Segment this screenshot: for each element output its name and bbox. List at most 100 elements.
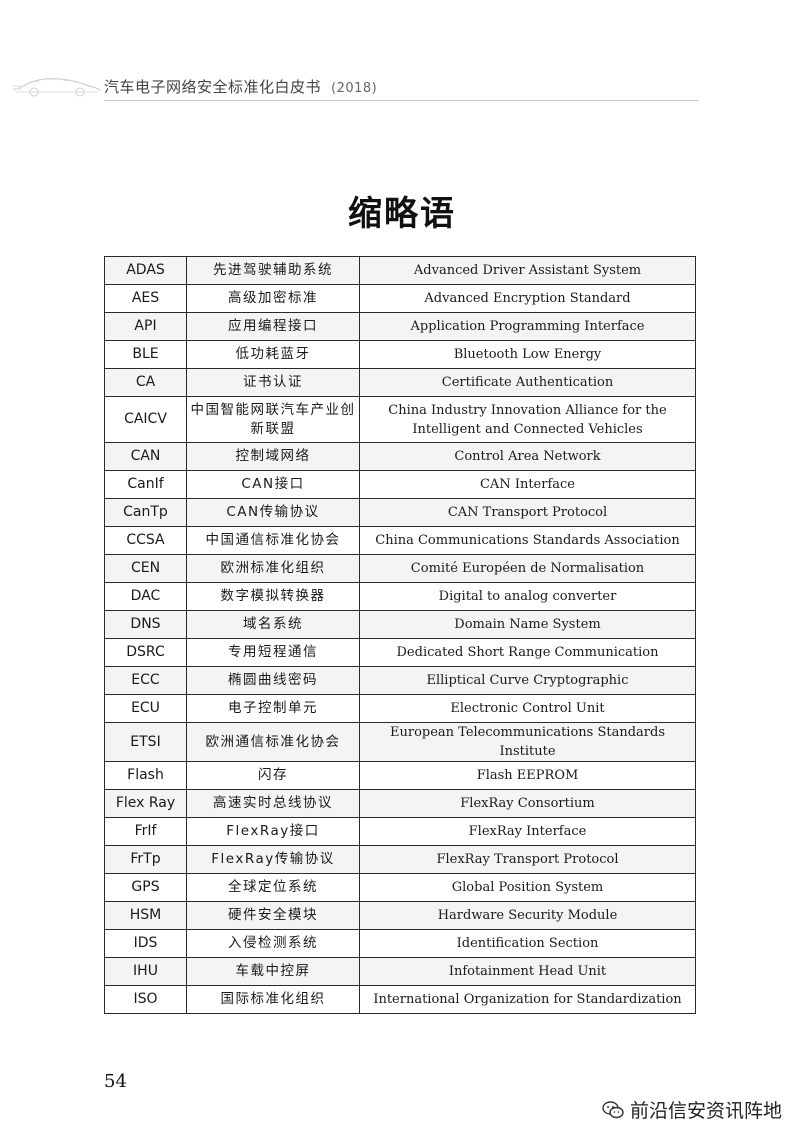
abbreviation-cell: ECC <box>104 666 187 695</box>
abbreviation-cell: CEN <box>104 554 187 583</box>
english-term-cell: Global Position System <box>359 873 696 902</box>
wechat-icon <box>602 1100 624 1118</box>
chinese-term-cell: CAN传输协议 <box>186 498 360 527</box>
english-term-cell: International Organization for Standardi… <box>359 985 696 1014</box>
english-term-cell: Hardware Security Module <box>359 901 696 930</box>
table-row: CanTp CAN传输协议 CAN Transport Protocol <box>104 498 696 527</box>
abbreviation-cell: API <box>104 312 187 341</box>
abbreviation-cell: GPS <box>104 873 187 902</box>
english-term-cell: Elliptical Curve Cryptographic <box>359 666 696 695</box>
table-row: GPS 全球定位系统 Global Position System <box>104 873 696 902</box>
chinese-term-cell: 控制域网络 <box>186 442 360 471</box>
english-term-cell: Advanced Encryption Standard <box>359 284 696 313</box>
table-row: ETSI 欧洲通信标准化协会 European Telecommunications… <box>104 722 696 762</box>
abbreviation-cell: ISO <box>104 985 187 1014</box>
watermark: 前沿信安资讯阵地 <box>602 1096 782 1123</box>
english-term-cell: Certificate Authentication <box>359 368 696 397</box>
abbreviation-cell: FrTp <box>104 845 187 874</box>
chinese-term-cell: 应用编程接口 <box>186 312 360 341</box>
english-term-cell: Domain Name System <box>359 610 696 639</box>
abbreviation-cell: Flash <box>104 761 187 790</box>
table-row: DAC 数字模拟转换器 Digital to analog converter <box>104 582 696 611</box>
abbreviation-cell: CanIf <box>104 470 187 499</box>
abbreviation-cell: FrIf <box>104 817 187 846</box>
table-row: CAICV 中国智能网联汽车产业创新联盟 China Industry Innova… <box>104 396 696 443</box>
chinese-term-cell: 椭圆曲线密码 <box>186 666 360 695</box>
header-title: 汽车电子网络安全标准化白皮书 (2018) <box>104 76 377 97</box>
abbreviation-cell: DAC <box>104 582 187 611</box>
english-term-cell: Dedicated Short Range Communication <box>359 638 696 667</box>
chinese-term-cell: FlexRay接口 <box>186 817 360 846</box>
header-year: (2018) <box>331 81 378 96</box>
table-row: Flex Ray 高速实时总线协议 FlexRay Consortium <box>104 789 696 818</box>
chinese-term-cell: 高速实时总线协议 <box>186 789 360 818</box>
english-term-cell: Bluetooth Low Energy <box>359 340 696 369</box>
header-rule <box>104 100 698 101</box>
abbreviation-cell: Flex Ray <box>104 789 187 818</box>
table-row: ADAS 先进驾驶辅助系统 Advanced Driver Assistant Sy… <box>104 256 696 285</box>
table-row: DNS 域名系统 Domain Name System <box>104 610 696 639</box>
table-row: ECC 椭圆曲线密码 Elliptical Curve Cryptographic <box>104 666 696 695</box>
table-row: ISO 国际标准化组织 International Organization for… <box>104 985 696 1014</box>
chinese-term-cell: 域名系统 <box>186 610 360 639</box>
english-term-cell: Digital to analog converter <box>359 582 696 611</box>
abbreviation-cell: IDS <box>104 929 187 958</box>
chinese-term-cell: FlexRay传输协议 <box>186 845 360 874</box>
watermark-text: 前沿信安资讯阵地 <box>629 1100 782 1122</box>
english-term-cell: CAN Transport Protocol <box>359 498 696 527</box>
abbreviations-table: ADAS 先进驾驶辅助系统 Advanced Driver Assistant Sy… <box>104 256 696 1014</box>
car-logo-icon <box>12 78 101 97</box>
chinese-term-cell: 先进驾驶辅助系统 <box>186 256 360 285</box>
abbreviation-cell: DNS <box>104 610 187 639</box>
english-term-cell: Identification Section <box>359 929 696 958</box>
abbreviation-cell: CCSA <box>104 526 187 555</box>
table-row: AES 高级加密标准 Advanced Encryption Standard <box>104 284 696 313</box>
chinese-term-cell: CAN接口 <box>186 470 360 499</box>
table-row: CAN 控制域网络 Control Area Network <box>104 442 696 471</box>
table-row: CA 证书认证 Certificate Authentication <box>104 368 696 397</box>
abbreviation-cell: ETSI <box>104 722 187 762</box>
abbreviation-cell: IHU <box>104 957 187 986</box>
chinese-term-cell: 车载中控屏 <box>186 957 360 986</box>
english-term-cell: China Industry Innovation Alliance for t… <box>359 396 696 443</box>
chinese-term-cell: 电子控制单元 <box>186 694 360 723</box>
abbreviations-table-body: ADAS 先进驾驶辅助系统 Advanced Driver Assistant Sy… <box>104 256 696 1014</box>
abbreviation-cell: CAICV <box>104 396 187 443</box>
table-row: DSRC 专用短程通信 Dedicated Short Range Communic… <box>104 638 696 667</box>
page-number: 54 <box>104 1071 127 1092</box>
chinese-term-cell: 专用短程通信 <box>186 638 360 667</box>
abbreviation-cell: HSM <box>104 901 187 930</box>
abbreviation-cell: CA <box>104 368 187 397</box>
table-row: CanIf CAN接口 CAN Interface <box>104 470 696 499</box>
table-row: ECU 电子控制单元 Electronic Control Unit <box>104 694 696 723</box>
english-term-cell: FlexRay Interface <box>359 817 696 846</box>
table-row: IHU 车载中控屏 Infotainment Head Unit <box>104 957 696 986</box>
chinese-term-cell: 欧洲标准化组织 <box>186 554 360 583</box>
header-title-text: 汽车电子网络安全标准化白皮书 <box>104 78 322 96</box>
abbreviation-cell: DSRC <box>104 638 187 667</box>
abbreviation-cell: ECU <box>104 694 187 723</box>
english-term-cell: FlexRay Consortium <box>359 789 696 818</box>
table-row: CEN 欧洲标准化组织 Comité Européen de Normalisati… <box>104 554 696 583</box>
table-row: FrTp FlexRay传输协议 FlexRay Transport Protoco… <box>104 845 696 874</box>
abbreviation-cell: CAN <box>104 442 187 471</box>
english-term-cell: Control Area Network <box>359 442 696 471</box>
english-term-cell: Comité Européen de Normalisation <box>359 554 696 583</box>
english-term-cell: FlexRay Transport Protocol <box>359 845 696 874</box>
chinese-term-cell: 全球定位系统 <box>186 873 360 902</box>
abbreviation-cell: AES <box>104 284 187 313</box>
chinese-term-cell: 中国智能网联汽车产业创新联盟 <box>186 396 360 443</box>
chinese-term-cell: 国际标准化组织 <box>186 985 360 1014</box>
english-term-cell: China Communications Standards Associati… <box>359 526 696 555</box>
chinese-term-cell: 数字模拟转换器 <box>186 582 360 611</box>
chinese-term-cell: 欧洲通信标准化协会 <box>186 722 360 762</box>
abbreviation-cell: CanTp <box>104 498 187 527</box>
english-term-cell: Infotainment Head Unit <box>359 957 696 986</box>
table-row: BLE 低功耗蓝牙 Bluetooth Low Energy <box>104 340 696 369</box>
table-row: Flash 闪存 Flash EEPROM <box>104 761 696 790</box>
english-term-cell: Advanced Driver Assistant System <box>359 256 696 285</box>
page-title: 缩略语 <box>348 194 456 234</box>
chinese-term-cell: 高级加密标准 <box>186 284 360 313</box>
chinese-term-cell: 证书认证 <box>186 368 360 397</box>
chinese-term-cell: 硬件安全模块 <box>186 901 360 930</box>
